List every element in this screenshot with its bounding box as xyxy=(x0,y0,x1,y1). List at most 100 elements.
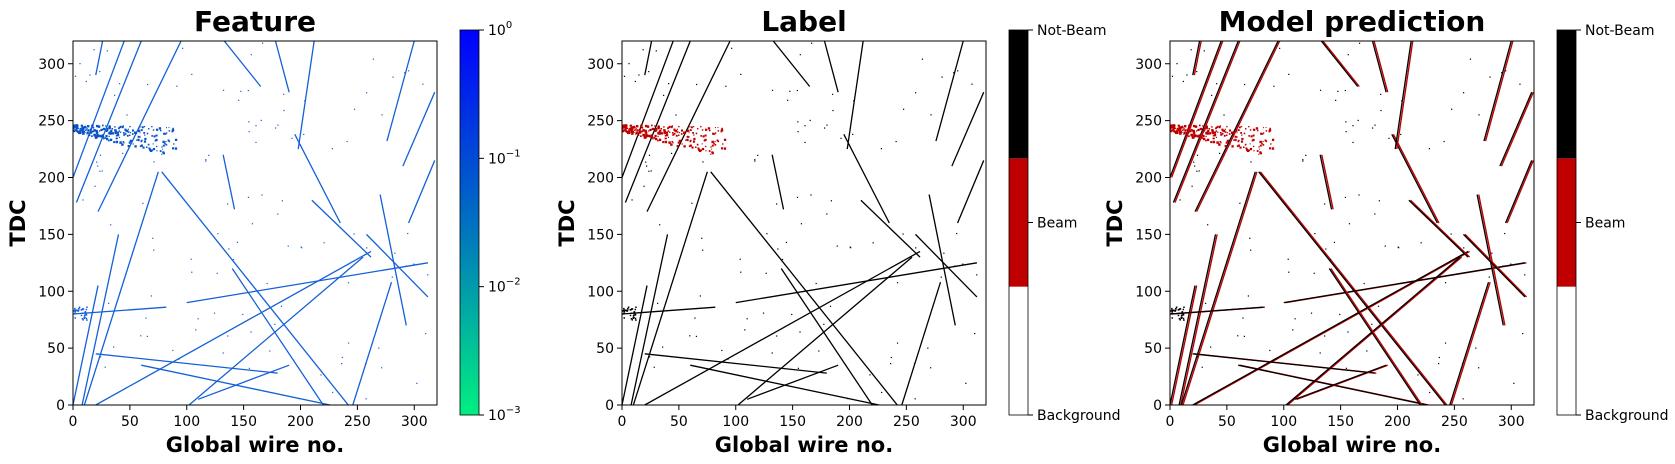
beam-hit xyxy=(664,137,667,140)
beam-hit xyxy=(688,136,690,138)
colorbar-segment xyxy=(1009,286,1028,415)
track-mark xyxy=(1259,171,1448,405)
noise-hit xyxy=(77,310,79,312)
noise-hit xyxy=(82,308,84,310)
noise-hit xyxy=(638,74,640,76)
noise-hit xyxy=(1182,317,1185,320)
noise-hit xyxy=(274,323,276,325)
noise-hit xyxy=(1250,249,1252,251)
beam-hit xyxy=(1249,147,1253,151)
beam-hit xyxy=(688,132,690,134)
beam-hit xyxy=(1212,135,1215,137)
colorbar-segment xyxy=(1009,158,1028,287)
noise-hit xyxy=(364,363,367,365)
noise-hit xyxy=(943,252,945,254)
beam-hit xyxy=(701,147,705,151)
beam-hit xyxy=(1261,142,1263,145)
noise-hit xyxy=(242,313,244,316)
beam-hit xyxy=(723,147,727,150)
noise-hit xyxy=(146,335,148,337)
x-tick-label: 50 xyxy=(121,414,139,430)
noise-hit xyxy=(283,93,285,95)
track-mark xyxy=(379,194,407,326)
track-mark xyxy=(771,154,785,210)
noise-hit xyxy=(172,349,174,352)
beam-hit xyxy=(1200,137,1202,139)
track-mark xyxy=(73,306,167,315)
noise-hit xyxy=(250,54,252,56)
beam-hit xyxy=(1213,131,1217,134)
beam-hit xyxy=(153,135,156,138)
noise-hit xyxy=(832,93,834,95)
noise-hit xyxy=(1363,282,1365,285)
noise-hit xyxy=(94,185,96,187)
beam-hit xyxy=(95,131,98,134)
beam-hit xyxy=(667,127,669,130)
x-tick-label: 200 xyxy=(1384,414,1411,430)
noise-hit xyxy=(422,83,424,85)
colorbar-tick-label: 10−1 xyxy=(488,148,521,167)
noise-hit xyxy=(971,83,973,85)
beam-hit xyxy=(1191,136,1195,139)
beam-hit xyxy=(81,126,84,129)
noise-hit xyxy=(645,161,647,163)
noise-hit xyxy=(75,309,77,312)
track-mark xyxy=(1170,285,1198,405)
noise-hit xyxy=(1194,165,1196,167)
noise-hit xyxy=(217,233,219,235)
noise-hit xyxy=(1180,317,1183,319)
beam-hit xyxy=(1248,125,1250,128)
beam-hit xyxy=(1175,132,1178,134)
beam-hit xyxy=(143,140,147,143)
beam-hit xyxy=(671,141,674,143)
beam-hit xyxy=(631,131,634,134)
noise-hit xyxy=(74,75,77,77)
noise-hit xyxy=(227,203,229,205)
plot-frame xyxy=(621,40,987,406)
beam-hit xyxy=(622,129,625,132)
track-mark xyxy=(1258,171,1446,405)
beam-hit xyxy=(105,125,107,127)
beam-hit xyxy=(659,129,662,133)
beam-hit xyxy=(102,127,106,131)
beam-hit xyxy=(626,127,628,130)
noise-hit xyxy=(331,148,334,150)
beam-hit xyxy=(128,131,130,133)
noise-hit xyxy=(823,127,826,129)
beam-hit xyxy=(1211,131,1213,134)
beam-hit xyxy=(81,130,84,134)
beam-hit xyxy=(1237,129,1240,132)
beam-hit xyxy=(114,131,117,135)
beam-hit xyxy=(651,136,654,138)
beam-hit xyxy=(73,130,76,133)
beam-hit xyxy=(1255,127,1259,130)
beam-hit xyxy=(1252,128,1255,131)
noise-hit xyxy=(81,317,84,320)
beam-hit xyxy=(148,128,150,130)
track-mark xyxy=(1504,160,1533,224)
beam-hit xyxy=(717,127,719,129)
noise-hit xyxy=(1488,276,1490,278)
beam-hit xyxy=(163,132,166,135)
track-mark xyxy=(737,256,913,405)
noise-hit xyxy=(880,148,883,150)
beam-hit xyxy=(693,134,695,136)
beam-hit xyxy=(665,133,669,137)
colorbar-segment xyxy=(1557,30,1576,159)
beam-hit xyxy=(664,132,667,134)
track-mark xyxy=(846,41,864,150)
noise-hit xyxy=(341,356,343,359)
beam-hit xyxy=(115,137,118,140)
noise-hit xyxy=(623,310,626,313)
beam-hit xyxy=(128,141,131,144)
track-mark xyxy=(1294,364,1387,400)
beam-hit xyxy=(622,130,625,133)
noise-hit xyxy=(76,309,78,312)
beam-hit xyxy=(703,139,706,142)
noise-hit xyxy=(1489,76,1491,78)
noise-hit xyxy=(178,358,180,360)
noise-hit xyxy=(648,70,650,73)
x-tick-label: 150 xyxy=(230,414,257,430)
noise-hit xyxy=(1287,258,1289,260)
beam-hit xyxy=(720,130,723,133)
